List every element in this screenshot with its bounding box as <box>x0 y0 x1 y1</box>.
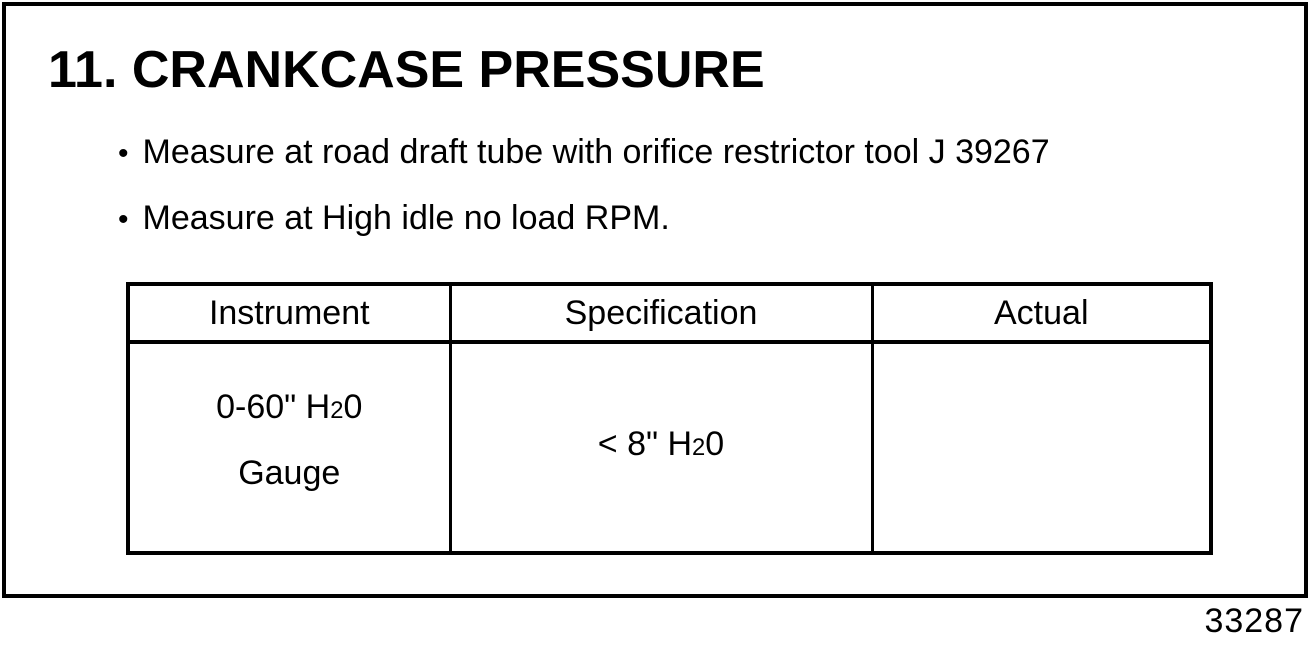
column-header-specification: Specification <box>448 282 874 344</box>
column-header-actual: Actual <box>870 282 1213 344</box>
page-border-frame: 11. CRANKCASE PRESSURE • Measure at road… <box>2 2 1308 598</box>
bullet-text: Measure at High idle no load RPM. <box>142 199 670 237</box>
bullet-icon: • <box>118 137 129 170</box>
small-digit: 2 <box>692 434 706 461</box>
figure-number: 33287 <box>1204 602 1304 640</box>
specification-table: Instrument Specification Actual 0-60" H2… <box>126 282 1213 555</box>
instrument-line2: Gauge <box>238 454 341 492</box>
instrument-cell: 0-60" H20 Gauge <box>126 340 452 555</box>
section-title: 11. CRANKCASE PRESSURE <box>48 41 765 99</box>
instrument-line1: 0-60" H20 <box>216 388 363 426</box>
bullet-list: • Measure at road draft tube with orific… <box>118 132 1050 264</box>
bullet-icon: • <box>118 203 129 236</box>
column-header-instrument: Instrument <box>126 282 452 344</box>
specification-cell: < 8" H20 <box>448 340 874 555</box>
bullet-text: Measure at road draft tube with orifice … <box>142 133 1050 171</box>
specification-value: < 8" H20 <box>597 425 725 463</box>
list-item: • Measure at road draft tube with orific… <box>118 132 1050 174</box>
table-row: 0-60" H20 Gauge < 8" H20 <box>126 340 1213 555</box>
list-item: • Measure at High idle no load RPM. <box>118 198 1050 240</box>
actual-cell <box>870 340 1213 555</box>
small-digit: 2 <box>330 397 344 424</box>
table-header-row: Instrument Specification Actual <box>126 282 1213 344</box>
